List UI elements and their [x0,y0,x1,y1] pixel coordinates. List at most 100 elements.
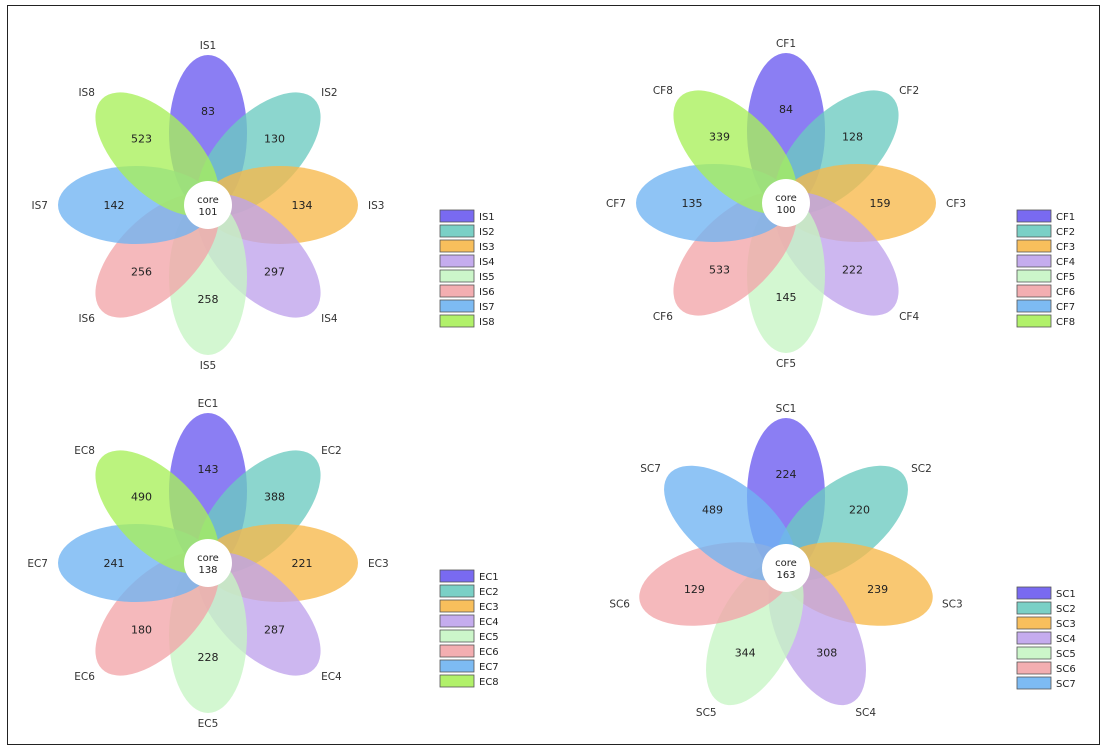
petal-is8 [95,92,219,216]
petal-value-cf3: 159 [870,197,891,210]
core-value: 138 [198,565,217,576]
legend-swatch-is1 [439,209,475,223]
petal-label-cf8: CF8 [653,85,673,97]
legend-label-ec8: EC8 [479,677,499,688]
petal-value-cf6: 533 [709,264,730,277]
legend-label-sc7: SC7 [1056,679,1076,690]
petal-value-cf4: 222 [842,264,863,277]
petal-label-cf3: CF3 [946,198,966,210]
core-circle [762,179,810,227]
legend-label-is8: IS8 [479,317,495,328]
core-value: 100 [776,205,795,216]
legend-swatch-sc1 [1016,586,1052,600]
legend-label-is2: IS2 [479,227,495,238]
petal-value-is7: 142 [104,199,125,212]
petal-label-ec1: EC1 [198,398,219,410]
petal-value-sc5: 344 [735,647,756,660]
legend-swatch-is7 [439,299,475,313]
petal-value-is6: 256 [131,266,152,279]
legend-swatch-cf1 [1016,209,1052,223]
legend-label-ec7: EC7 [479,662,499,673]
petal-label-is5: IS5 [200,360,216,372]
petal-label-ec8: EC8 [74,445,95,457]
petal-value-is5: 258 [198,293,219,306]
legend-label-ec5: EC5 [479,632,499,643]
petal-cf8 [673,90,797,214]
legend-swatch-sc7 [1016,676,1052,690]
legend-swatch-cf8 [1016,314,1052,328]
legend-label-ec1: EC1 [479,572,499,583]
legend-swatch-ec4 [439,614,475,628]
petal-label-ec5: EC5 [198,718,219,730]
petal-label-sc7: SC7 [640,463,661,475]
legend-label-sc3: SC3 [1056,619,1076,630]
legend-swatch-cf3 [1016,239,1052,253]
petal-value-sc3: 239 [867,583,888,596]
petal-value-cf1: 84 [779,103,793,116]
legend-swatch-is4 [439,254,475,268]
petal-value-cf7: 135 [682,197,703,210]
petal-label-cf5: CF5 [776,358,796,370]
legend-label-is6: IS6 [479,287,495,298]
petal-value-ec6: 180 [131,624,152,637]
core-circle [184,181,232,229]
legend-swatch-ec3 [439,599,475,613]
petal-value-cf2: 128 [842,131,863,144]
petal-sc7 [664,465,796,581]
legend-swatch-sc4 [1016,631,1052,645]
flower-is: 83 IS1 130 IS2 134 IS3 297 IS4 258 IS5 256 IS6 142 IS… [32,40,385,372]
petal-label-sc2: SC2 [911,463,932,475]
legend-is: IS1 IS2 IS3 IS4 IS5 IS6 IS7 IS8 [439,209,495,328]
legend-swatch-ec6 [439,644,475,658]
legend-label-ec3: EC3 [479,602,499,613]
legend-swatch-cf6 [1016,284,1052,298]
legend-label-sc5: SC5 [1056,649,1076,660]
legend-label-ec4: EC4 [479,617,499,628]
petal-sc5 [706,560,804,706]
core-label: core [775,558,797,569]
legend-label-cf7: CF7 [1056,302,1075,313]
legend-label-cf3: CF3 [1056,242,1075,253]
legend-swatch-cf2 [1016,224,1052,238]
petal-value-ec2: 388 [264,491,285,504]
petal-value-sc6: 129 [684,583,705,596]
legend-label-sc1: SC1 [1056,589,1076,600]
petal-label-sc5: SC5 [696,707,717,719]
legend-label-ec2: EC2 [479,587,499,598]
core-label: core [197,195,219,206]
petal-value-is4: 297 [264,266,285,279]
legend-label-cf5: CF5 [1056,272,1075,283]
legend-swatch-sc3 [1016,616,1052,630]
petal-value-ec4: 287 [264,624,285,637]
petal-label-sc3: SC3 [942,599,963,611]
legend-label-cf2: CF2 [1056,227,1075,238]
petal-label-ec2: EC2 [321,445,342,457]
petal-label-is2: IS2 [321,87,337,99]
legend-label-sc2: SC2 [1056,604,1076,615]
petal-label-is7: IS7 [32,200,48,212]
legend-swatch-is3 [439,239,475,253]
legend-cf: CF1 CF2 CF3 CF4 CF5 CF6 CF7 CF8 [1016,209,1075,328]
petal-label-ec3: EC3 [368,558,389,570]
core-value: 101 [198,207,217,218]
legend-swatch-ec1 [439,569,475,583]
petal-value-sc2: 220 [849,503,870,516]
legend-swatch-ec2 [439,584,475,598]
petal-label-sc4: SC4 [855,707,876,719]
legend-swatch-ec7 [439,659,475,673]
legend-label-cf6: CF6 [1056,287,1075,298]
petal-label-cf7: CF7 [606,198,626,210]
legend-label-ec6: EC6 [479,647,499,658]
legend-swatch-cf5 [1016,269,1052,283]
legend-ec: EC1 EC2 EC3 EC4 EC5 EC6 EC7 EC8 [439,569,499,688]
petal-value-cf5: 145 [776,291,797,304]
core-value: 163 [776,570,795,581]
petal-value-is2: 130 [264,133,285,146]
legend-label-cf8: CF8 [1056,317,1075,328]
petal-value-is8: 523 [131,133,152,146]
legend-label-is3: IS3 [479,242,495,253]
legend-swatch-ec8 [439,674,475,688]
petal-value-ec7: 241 [104,557,125,570]
petal-label-ec7: EC7 [27,558,48,570]
